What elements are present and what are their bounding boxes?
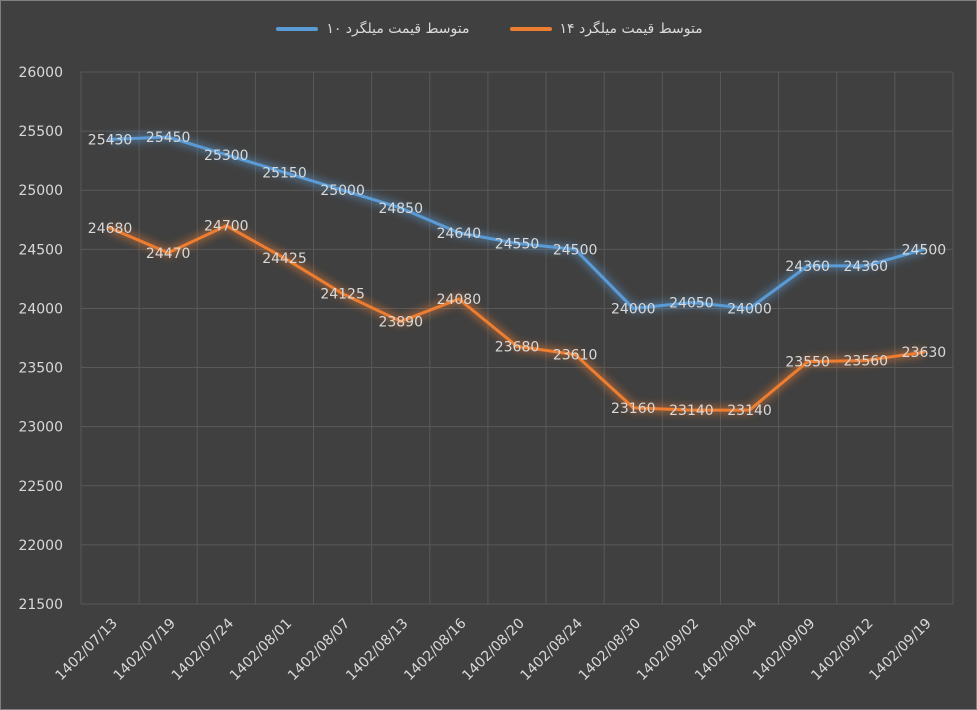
data-label: 23550: [785, 355, 830, 371]
data-point: [573, 353, 577, 357]
data-point: [689, 408, 693, 412]
legend-label-series-2: متوسط قیمت میلگرد ۱۴: [559, 21, 703, 37]
data-point: [689, 301, 693, 305]
data-label: 24500: [553, 242, 598, 258]
x-tick-label: 1402/09/19: [866, 616, 934, 684]
data-point: [457, 231, 461, 235]
data-label: 23140: [727, 403, 772, 419]
data-point: [282, 256, 286, 260]
data-label: 23610: [553, 348, 598, 364]
data-label: 23140: [669, 403, 714, 419]
data-point: [399, 319, 403, 323]
legend-item-series-1[interactable]: متوسط قیمت میلگرد ۱۰: [276, 21, 470, 37]
data-point: [806, 264, 810, 268]
data-label: 23680: [495, 339, 540, 355]
legend-label-series-1: متوسط قیمت میلگرد ۱۰: [326, 21, 470, 37]
data-point: [515, 344, 519, 348]
y-tick-label: 24500: [18, 242, 63, 258]
data-label: 24050: [669, 296, 714, 312]
data-point: [224, 224, 228, 228]
data-label: 24470: [146, 246, 191, 262]
data-label: 24000: [727, 301, 772, 317]
legend-swatch-series-2: [509, 27, 552, 31]
data-label: 23560: [844, 353, 889, 369]
data-label: 23890: [378, 314, 423, 330]
data-point: [457, 297, 461, 301]
data-label: 24125: [320, 287, 365, 303]
data-label: 24850: [378, 201, 423, 217]
data-label: 25300: [204, 148, 249, 164]
data-label: 24080: [437, 292, 482, 308]
data-label: 23160: [611, 401, 656, 417]
data-label: 25150: [262, 165, 307, 181]
data-point: [224, 153, 228, 157]
data-label: 25450: [146, 130, 191, 146]
data-label: 24500: [902, 242, 947, 258]
y-tick-label: 22500: [18, 479, 63, 495]
data-point: [108, 137, 112, 141]
y-tick-label: 22000: [18, 538, 63, 554]
data-label: 24360: [785, 259, 830, 275]
data-label: 24425: [262, 251, 307, 267]
data-point: [631, 306, 635, 310]
data-point: [631, 406, 635, 410]
data-label: 24360: [844, 259, 889, 275]
data-label: 24700: [204, 219, 249, 235]
data-point: [806, 360, 810, 364]
data-point: [282, 170, 286, 174]
data-point: [864, 358, 868, 362]
data-point: [166, 135, 170, 139]
data-point: [108, 226, 112, 230]
data-label: 24680: [88, 221, 133, 237]
legend-item-series-2[interactable]: متوسط قیمت میلگرد ۱۴: [509, 21, 703, 37]
y-tick-label: 24000: [18, 301, 63, 317]
data-point: [515, 241, 519, 245]
data-label: 23630: [902, 345, 947, 361]
legend: متوسط قیمت میلگرد ۱۰ متوسط قیمت میلگرد ۱…: [1, 21, 976, 37]
data-point: [573, 247, 577, 251]
y-tick-label: 21500: [18, 597, 63, 613]
data-point: [748, 306, 752, 310]
data-label: 25000: [320, 183, 365, 199]
data-point: [748, 408, 752, 412]
y-tick-label: 25000: [18, 183, 63, 199]
series-glow-2: [108, 221, 925, 415]
data-label: 24000: [611, 301, 656, 317]
data-label: 25430: [88, 132, 133, 148]
data-label: 24550: [495, 236, 540, 252]
data-point: [399, 206, 403, 210]
y-tick-label: 25500: [18, 124, 63, 140]
data-point: [166, 251, 170, 255]
data-point: [341, 188, 345, 192]
legend-swatch-series-1: [276, 27, 319, 31]
y-tick-label: 26000: [18, 65, 63, 81]
y-tick-label: 23000: [18, 420, 63, 436]
data-point: [922, 350, 926, 354]
data-point: [922, 247, 926, 251]
data-point: [864, 264, 868, 268]
data-label: 24640: [437, 226, 482, 242]
y-tick-label: 23500: [18, 361, 63, 377]
data-point: [341, 292, 345, 296]
series-line-2: [109, 224, 925, 412]
